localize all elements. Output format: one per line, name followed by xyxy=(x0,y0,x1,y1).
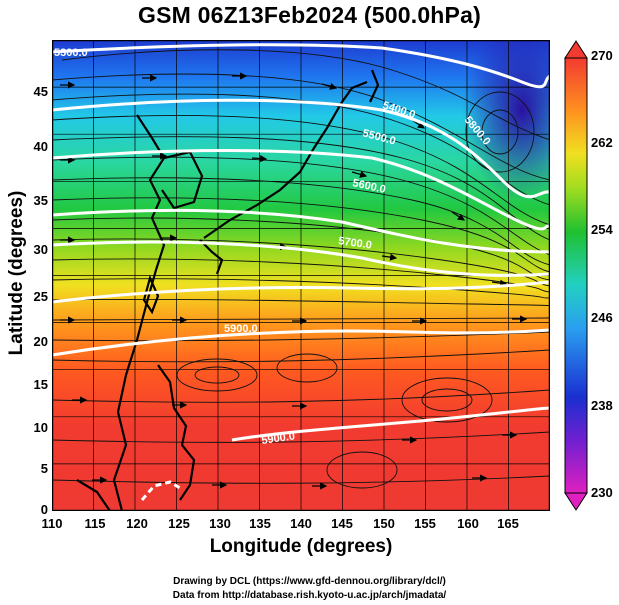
contour-label: 5900.0 xyxy=(261,430,296,447)
colorbar-top-triangle xyxy=(564,40,588,59)
x-tick-label: 155 xyxy=(414,516,436,531)
chart-title: GSM 06Z13Feb2024 (500.0hPa) xyxy=(138,2,481,28)
colorbar-tick-label: 246 xyxy=(591,310,613,325)
map-plot-area: 5300.0 5400.0 5500.0 5600.0 5700.0 5800.… xyxy=(52,40,550,511)
y-tick-label: 10 xyxy=(33,420,48,435)
colorbar-tick-label: 254 xyxy=(591,222,613,237)
contour-label: 5900.0 xyxy=(224,323,258,335)
contour-label: 5700.0 xyxy=(338,235,373,252)
x-tick-label: 115 xyxy=(84,516,106,531)
y-tick-label: 45 xyxy=(33,84,48,99)
coastline-kyushu xyxy=(199,239,224,275)
x-tick-label: 160 xyxy=(457,516,479,531)
y-tick-label: 0 xyxy=(40,502,48,517)
x-tick-label: 165 xyxy=(497,516,519,531)
coastline-east-asia xyxy=(112,114,166,511)
colorbar-tick-label: 238 xyxy=(591,398,613,413)
x-tick-label: 125 xyxy=(168,516,190,531)
streamlines xyxy=(52,49,550,489)
colorbar-tick-label: 230 xyxy=(591,485,613,500)
grid-lines xyxy=(52,40,550,511)
contour-lines xyxy=(52,43,550,501)
contour-label: 5300.0 xyxy=(54,47,88,59)
coastline-philippines xyxy=(157,364,196,501)
plot-frame xyxy=(52,40,550,511)
credit-drawing: Drawing by DCL (https://www.gfd-dennou.o… xyxy=(173,576,446,587)
colorbar xyxy=(564,40,588,511)
y-tick-label: 15 xyxy=(33,377,48,392)
colorbar-bottom-triangle xyxy=(564,492,588,511)
x-tick-label: 110 xyxy=(41,516,63,531)
y-tick-label: 40 xyxy=(33,139,48,154)
colorbar-scale xyxy=(564,57,588,494)
coastline-korea xyxy=(161,150,204,210)
y-tick-label: 25 xyxy=(33,289,48,304)
x-tick-label: 135 xyxy=(249,516,271,531)
colorbar-tick-label: 262 xyxy=(591,135,613,150)
x-tick-label: 120 xyxy=(126,516,148,531)
y-tick-label: 35 xyxy=(33,193,48,208)
x-tick-label: 140 xyxy=(290,516,312,531)
wind-arrows xyxy=(60,72,528,490)
y-axis-label: Latitude (degrees) xyxy=(6,190,27,356)
x-tick-label: 150 xyxy=(373,516,395,531)
coastlines xyxy=(76,69,380,511)
y-tick-label: 5 xyxy=(40,461,48,476)
credit-data-source: Data from http://database.rish.kyoto-u.a… xyxy=(172,590,447,601)
coastline-sakhalin xyxy=(369,69,380,103)
x-tick-label: 130 xyxy=(209,516,231,531)
colorbar-tick-label: 270 xyxy=(591,48,613,63)
y-tick-label: 30 xyxy=(33,242,48,257)
y-tick-label: 20 xyxy=(33,334,48,349)
coastline-borneo xyxy=(76,479,111,511)
x-tick-label: 145 xyxy=(331,516,353,531)
cold-core-northeast xyxy=(462,40,550,200)
x-axis-label: Longitude (degrees) xyxy=(209,536,393,557)
